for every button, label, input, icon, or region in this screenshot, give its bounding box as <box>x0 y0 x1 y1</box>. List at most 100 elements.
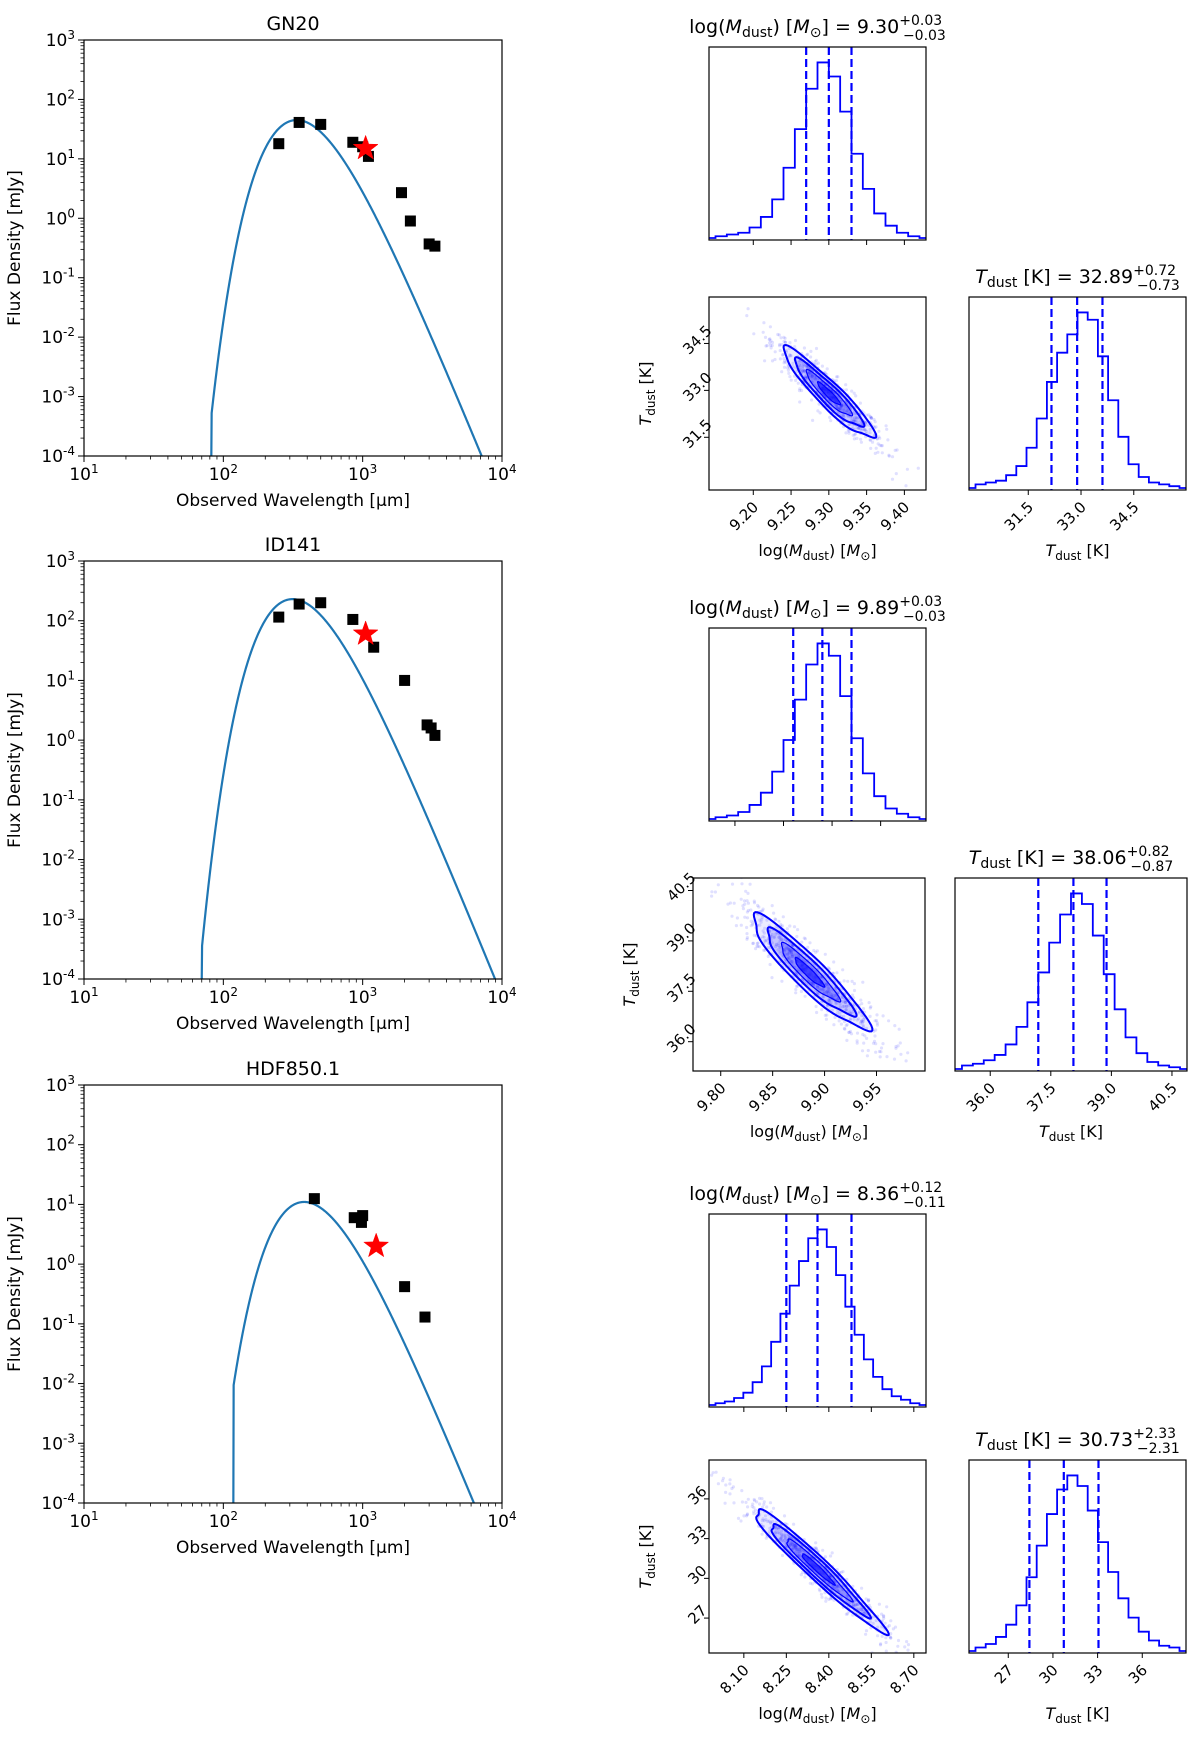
sample-point <box>780 953 784 958</box>
sample-point <box>770 359 775 363</box>
sample-point <box>864 1629 869 1633</box>
sample-point <box>891 1657 894 1660</box>
y-tick-label: 10-1 <box>41 788 75 811</box>
sample-point <box>761 330 765 334</box>
sample-point <box>877 1049 882 1054</box>
sample-point <box>789 1541 793 1545</box>
sample-point <box>868 415 872 419</box>
sample-point <box>902 1654 905 1657</box>
sample-point <box>846 1600 851 1604</box>
sample-point <box>841 1570 845 1574</box>
scatter-x-tick-label: 9.40 <box>877 498 913 534</box>
sample-point <box>744 1514 749 1518</box>
sample-point <box>873 1019 877 1023</box>
sample-point <box>914 1656 917 1659</box>
sample-point <box>836 375 840 379</box>
sample-point <box>746 891 750 896</box>
sample-point <box>863 1611 867 1615</box>
panel-title: GN20 <box>266 13 319 35</box>
sample-point <box>884 1636 888 1640</box>
sample-point <box>750 1504 754 1509</box>
sample-point <box>783 359 787 363</box>
sample-point <box>778 949 782 953</box>
sample-point <box>893 1625 898 1629</box>
sample-point <box>763 939 767 943</box>
sample-point <box>842 1004 846 1008</box>
sample-point <box>842 979 846 983</box>
sample-point <box>810 374 815 378</box>
sample-point <box>821 988 825 992</box>
sample-point <box>776 332 780 337</box>
sample-point <box>815 971 820 975</box>
sample-point <box>786 952 790 956</box>
sample-point <box>782 365 787 369</box>
sample-point <box>751 941 756 945</box>
sample-point <box>804 375 808 379</box>
sample-point <box>780 938 784 942</box>
sample-point <box>739 897 743 901</box>
sample-point <box>782 1541 787 1545</box>
sample-point <box>820 364 825 368</box>
sample-point <box>762 321 766 325</box>
sample-point <box>840 995 844 999</box>
sample-point <box>880 451 884 455</box>
sample-point <box>829 1000 833 1004</box>
sample-point <box>784 939 789 943</box>
sample-point <box>879 1642 883 1646</box>
sample-point <box>751 923 755 927</box>
y-axis-label: Flux Density [mJy] <box>5 1216 25 1372</box>
sample-point <box>875 1023 880 1027</box>
sample-point <box>812 983 816 987</box>
sample-point <box>864 1597 868 1601</box>
sample-point <box>789 354 793 358</box>
sample-point <box>819 988 823 992</box>
sample-point <box>746 1497 750 1501</box>
sample-point <box>824 982 829 986</box>
scatter-x-tick-label: 9.95 <box>849 1079 885 1115</box>
sample-point <box>792 1546 796 1550</box>
sample-point <box>764 1536 768 1540</box>
sample-point <box>891 1627 896 1631</box>
scatter-y-tick-label: 33.0 <box>679 369 715 405</box>
sample-point <box>746 307 750 311</box>
y-tick-label: 10-2 <box>41 1372 75 1395</box>
sed-panel-id141: 101 102 103 104 10-4 10-3 10-2 10-1 100 101 102 103… <box>5 534 517 1034</box>
sample-point <box>853 412 858 416</box>
x-tick-label: 103 <box>348 985 377 1008</box>
sample-point <box>797 1553 801 1557</box>
sample-point <box>876 1634 880 1638</box>
sample-point <box>842 1026 847 1031</box>
sample-point <box>778 1531 782 1535</box>
sample-point <box>838 407 842 411</box>
x-tick-label: 101 <box>69 985 98 1008</box>
sample-point <box>852 437 857 441</box>
x-axis-label: Observed Wavelength [μm] <box>176 491 410 511</box>
sample-point <box>832 993 836 998</box>
sample-point <box>874 1050 878 1054</box>
sample-point <box>876 450 880 454</box>
sample-point <box>867 1598 871 1602</box>
sample-point <box>871 1041 876 1045</box>
sample-point <box>856 1017 861 1021</box>
sample-point <box>861 1610 865 1614</box>
sample-point <box>906 1643 911 1647</box>
sample-point <box>889 1632 893 1636</box>
sample-point <box>808 941 812 945</box>
sample-point <box>787 371 791 375</box>
sample-point <box>758 923 762 927</box>
sample-point <box>955 1689 958 1692</box>
sample-point <box>877 435 881 439</box>
sample-point <box>800 366 805 370</box>
sample-point <box>734 924 739 928</box>
sample-point <box>864 423 869 427</box>
sample-point <box>855 416 859 420</box>
scatter-x-tick-label: 8.25 <box>759 1661 795 1697</box>
sample-point <box>848 998 852 1002</box>
sample-point <box>826 991 831 995</box>
sample-point <box>742 1514 746 1518</box>
sample-point <box>732 901 736 905</box>
sample-point <box>771 1519 775 1524</box>
sample-point <box>837 991 841 995</box>
sample-point <box>779 946 783 950</box>
mdust-result-title: log(Mdust) [M⊙] = 9.30+0.03 −0.03 <box>689 13 946 44</box>
